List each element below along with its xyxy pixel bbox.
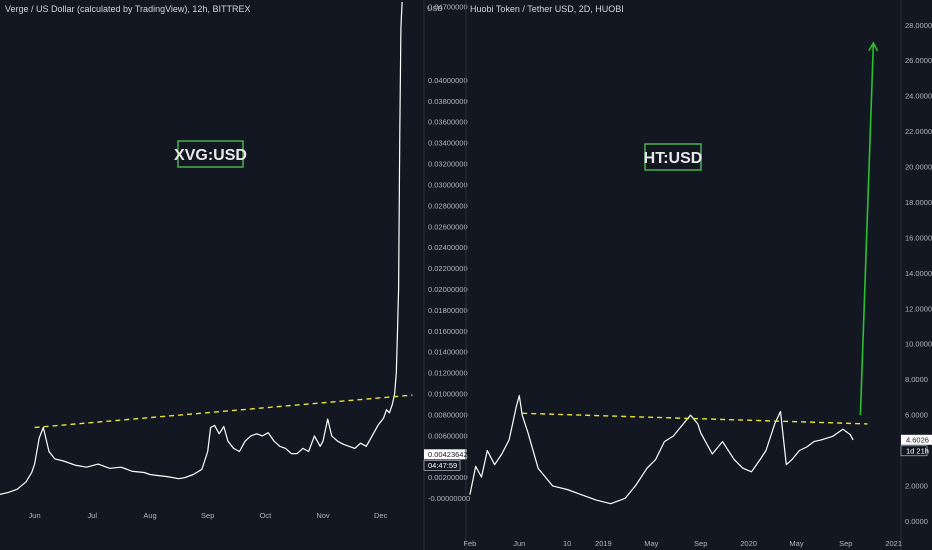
left-chart-pane: Verge / US Dollar (calculated by Trading… <box>0 0 470 550</box>
y-tick-label: 8.0000 <box>905 375 928 384</box>
right-price-axis[interactable]: 28.0000 26.0000 24.0000 22.0000 20.0000 18.00… <box>905 21 932 526</box>
x-tick-label: Nov <box>316 511 330 520</box>
x-tick-label: Jul <box>88 511 98 520</box>
right-time-axis[interactable]: Feb Jun 10 2019 May Sep 2020 May Sep 2021 <box>463 539 902 548</box>
right-last-price-label: 4.6026 <box>906 435 929 444</box>
left-last-price-box: 0.00423642 04:47:59 <box>423 449 468 471</box>
left-countdown-label: 04:47:59 <box>428 461 457 470</box>
x-tick-label: Sep <box>839 539 852 548</box>
price-series-line <box>469 395 854 505</box>
left-currency-label: USD <box>427 4 443 13</box>
left-symbol-badge: XVG:USD <box>174 140 247 168</box>
right-countdown-label: 1d 21h <box>906 446 929 455</box>
x-tick-label: Feb <box>463 539 476 548</box>
y-tick-label: 0.03000000 <box>428 181 468 190</box>
resistance-trendline <box>522 412 868 425</box>
resistance-trendline <box>34 394 413 429</box>
price-series-line <box>0 1 403 495</box>
y-tick-label: 0.00200000 <box>428 473 468 482</box>
left-price-axis[interactable]: 0.04700000 0.04000000 0.03800000 0.03600000… <box>428 3 470 503</box>
left-last-price-label: 0.00423642 <box>428 450 468 459</box>
y-tick-label: 6.0000 <box>905 411 928 420</box>
y-tick-label: 16.0000 <box>905 233 932 242</box>
left-plot-area[interactable] <box>0 1 413 495</box>
y-tick-label: 0.0000 <box>905 517 928 526</box>
y-tick-label: 14.0000 <box>905 269 932 278</box>
right-plot-area[interactable] <box>469 41 879 505</box>
x-tick-label: Aug <box>143 511 156 520</box>
y-tick-label: 0.02600000 <box>428 222 468 231</box>
y-tick-label: 0.01400000 <box>428 348 468 357</box>
x-tick-label: 2020 <box>740 539 757 548</box>
x-tick-label: Jun <box>29 511 41 520</box>
left-time-axis[interactable]: Jun Jul Aug Sep Oct Nov Dec <box>29 511 388 520</box>
x-tick-label: 2019 <box>595 539 612 548</box>
projection-arrow-head <box>868 41 879 52</box>
y-tick-label: 0.02200000 <box>428 264 468 273</box>
x-tick-label: Sep <box>694 539 707 548</box>
y-tick-label: 0.03800000 <box>428 97 468 106</box>
x-tick-label: Oct <box>260 511 273 520</box>
y-tick-label: 2.0000 <box>905 481 928 490</box>
y-tick-label: 0.01600000 <box>428 327 468 336</box>
right-symbol-badge-label: HT:USD <box>644 150 703 167</box>
y-tick-label: 0.04000000 <box>428 76 468 85</box>
y-tick-label: 0.01200000 <box>428 369 468 378</box>
y-tick-label: 10.0000 <box>905 340 932 349</box>
y-tick-label: 0.03600000 <box>428 118 468 127</box>
right-chart-title: Huobi Token / Tether USD, 2D, HUOBI <box>470 4 624 14</box>
y-tick-label: 0.02800000 <box>428 201 468 210</box>
projection-arrow-line <box>859 42 875 416</box>
y-tick-label: -0.00000000 <box>428 494 470 503</box>
left-chart-title: Verge / US Dollar (calculated by Trading… <box>5 4 250 14</box>
x-tick-label: 10 <box>563 539 571 548</box>
right-symbol-badge: HT:USD <box>644 143 703 171</box>
x-tick-label: Sep <box>201 511 214 520</box>
y-tick-label: 0.04700000 <box>428 3 468 12</box>
y-tick-label: 0.02000000 <box>428 285 468 294</box>
y-tick-label: 24.0000 <box>905 92 932 101</box>
y-tick-label: 0.00800000 <box>428 411 468 420</box>
y-tick-label: 20.0000 <box>905 163 932 172</box>
y-tick-label: 0.03400000 <box>428 139 468 148</box>
x-tick-label: May <box>789 539 803 548</box>
x-tick-label: Jun <box>513 539 525 548</box>
y-tick-label: 0.03200000 <box>428 160 468 169</box>
x-tick-label: Dec <box>374 511 388 520</box>
y-tick-label: 0.01000000 <box>428 390 468 399</box>
y-tick-label: 0.02400000 <box>428 243 468 252</box>
y-tick-label: 22.0000 <box>905 127 932 136</box>
y-tick-label: 0.00600000 <box>428 431 468 440</box>
y-tick-label: 0.01800000 <box>428 306 468 315</box>
y-tick-label: 28.0000 <box>905 21 932 30</box>
y-tick-label: 18.0000 <box>905 198 932 207</box>
left-symbol-badge-label: XVG:USD <box>174 147 247 164</box>
x-tick-label: 2021 <box>885 539 902 548</box>
y-tick-label: 26.0000 <box>905 56 932 65</box>
x-tick-label: May <box>644 539 658 548</box>
right-chart-pane: Huobi Token / Tether USD, 2D, HUOBI 28.0… <box>463 0 932 550</box>
right-last-price-box: 4.6026 1d 21h <box>900 434 932 457</box>
y-tick-label: 12.0000 <box>905 304 932 313</box>
